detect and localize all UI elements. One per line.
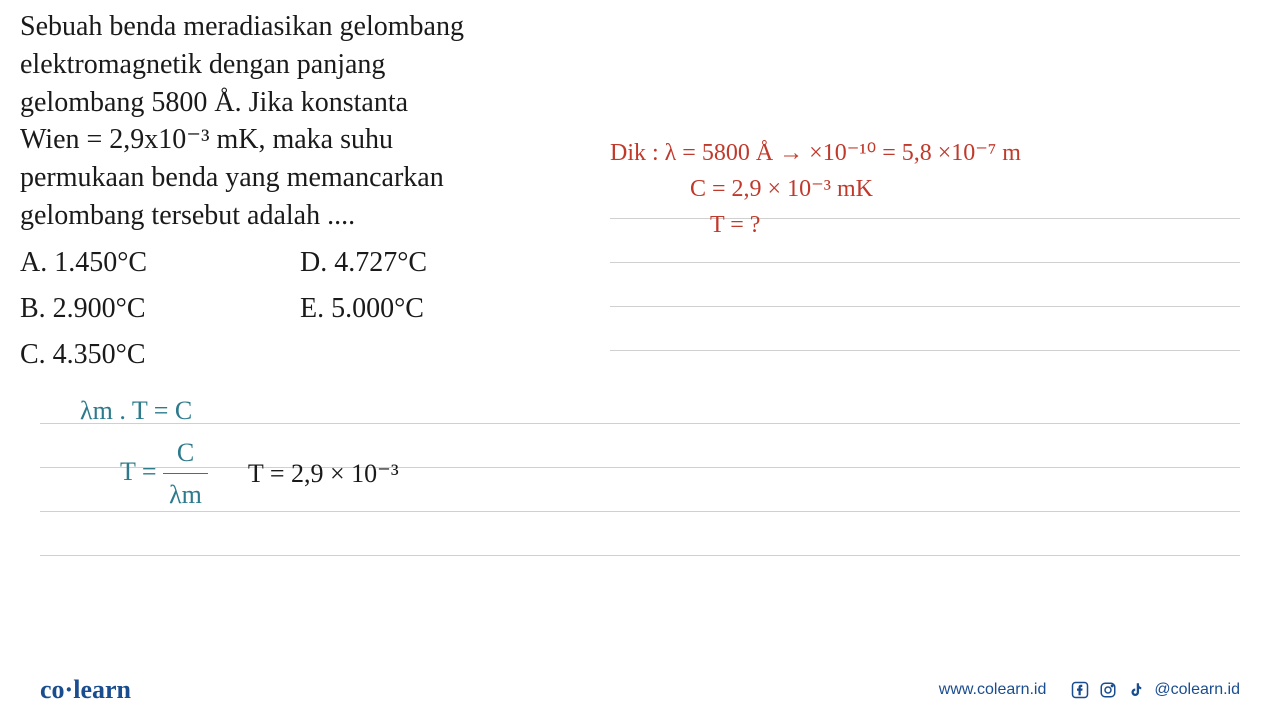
hw-line: C = 2,9 × 10⁻³ mK (610, 171, 1021, 207)
t-equals: T = (120, 457, 163, 486)
rule-line (610, 263, 1240, 307)
instagram-icon (1098, 680, 1118, 700)
brand-logo: co·learn (40, 675, 131, 705)
footer-url: www.colearn.id (939, 681, 1047, 699)
footer-right: www.colearn.id @colearn.id (939, 680, 1240, 700)
logo-text-right: learn (73, 675, 131, 704)
question-line: gelombang 5800 Å. Jika konstanta (20, 84, 580, 122)
handwriting-bottom: λm . T = C T = C λm T = 2,9 × 10⁻³ (80, 390, 399, 516)
question-block: Sebuah benda meradiasikan gelombang elek… (20, 8, 580, 378)
rule-line (610, 307, 1240, 351)
option-b: B. 2.900°C (20, 286, 300, 332)
hw-line: T = ? (610, 207, 1021, 243)
question-line: elektromagnetik dengan panjang (20, 46, 580, 84)
handwriting-right: Dik : λ = 5800 Å → ×10⁻¹⁰ = 5,8 ×10⁻⁷ m … (610, 135, 1021, 243)
hw-line: T = C λm T = 2,9 × 10⁻³ (80, 432, 399, 516)
footer: co·learn www.colearn.id @colearn.id (0, 660, 1280, 720)
hw-line: Dik : λ = 5800 Å → ×10⁻¹⁰ = 5,8 ×10⁻⁷ m (610, 135, 1021, 171)
content-area: Sebuah benda meradiasikan gelombang elek… (0, 0, 1280, 660)
eq-left: T = C λm (120, 432, 208, 516)
logo-text-left: co (40, 675, 65, 704)
question-line: Wien = 2,9x10⁻³ mK, maka suhu (20, 121, 580, 159)
tiktok-icon (1126, 680, 1146, 700)
hw-line: λm . T = C (80, 390, 399, 432)
option-e: E. 5.000°C (300, 286, 580, 332)
denominator: λm (163, 474, 208, 516)
facebook-icon (1070, 680, 1090, 700)
social-handle: @colearn.id (1154, 681, 1240, 699)
question-line: gelombang tersebut adalah .... (20, 197, 580, 235)
social-links: @colearn.id (1070, 680, 1240, 700)
question-line: permukaan benda yang memancarkan (20, 159, 580, 197)
fraction: C λm (163, 432, 208, 516)
eq-right: T = 2,9 × 10⁻³ (248, 453, 399, 495)
option-a: A. 1.450°C (20, 240, 300, 286)
logo-separator: · (65, 675, 74, 704)
options-grid: A. 1.450°C D. 4.727°C B. 2.900°C E. 5.00… (20, 240, 580, 378)
option-c: C. 4.350°C (20, 332, 300, 378)
rule-line (40, 512, 1240, 556)
option-d: D. 4.727°C (300, 240, 580, 286)
question-line: Sebuah benda meradiasikan gelombang (20, 8, 580, 46)
numerator: C (163, 432, 208, 475)
